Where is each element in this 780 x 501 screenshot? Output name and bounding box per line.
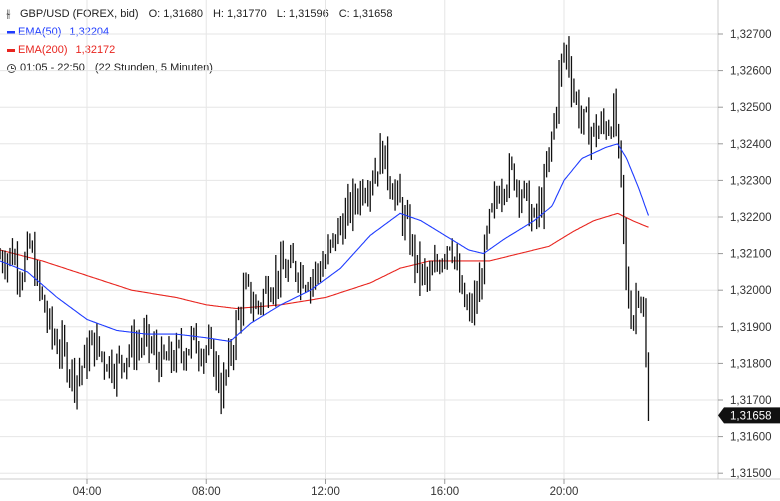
- y-tick-label: 1,31900: [730, 322, 772, 334]
- close-label: C:: [338, 8, 350, 20]
- high-label: H:: [212, 8, 224, 20]
- y-tick-label: 1,32400: [730, 139, 772, 151]
- y-tick-label: 1,31600: [730, 432, 772, 444]
- y-tick-label: 1,32600: [730, 66, 772, 78]
- y-tick-label: 1,32100: [730, 249, 772, 261]
- open-value: 1,31680: [163, 8, 203, 20]
- low-value: 1,31596: [288, 8, 329, 20]
- ema50-swatch: [7, 30, 15, 34]
- ema200-line: [0, 212, 649, 310]
- price-bars: [0, 36, 650, 421]
- ema50-line: [0, 143, 650, 342]
- y-tick-label: 1,32500: [730, 102, 772, 114]
- legend-ema200-row: EMA(200) 1,32172: [6, 41, 392, 59]
- x-tick-label: 16:00: [430, 486, 459, 498]
- ema50-label: EMA(50): [18, 26, 62, 38]
- instrument-name: GBP/USD (FOREX, bid): [20, 8, 139, 20]
- legend-instrument-row: ⫳ GBP/USD (FOREX, bid) O: 1,31680 H: 1,317…: [6, 5, 392, 23]
- close-value: 1,31658: [352, 8, 393, 20]
- y-tick-label: 1,31500: [730, 468, 772, 480]
- y-tick-label: 1,31700: [730, 395, 772, 407]
- open-label: O:: [148, 8, 161, 20]
- last-price-label: 1,31658: [730, 410, 772, 422]
- ema50-series: [0, 143, 650, 342]
- y-tick-label: 1,32200: [730, 212, 772, 224]
- ema50-value: 1,32204: [69, 26, 110, 38]
- legend-ema50-row: EMA(50) 1,32204: [6, 23, 392, 41]
- low-label: L:: [276, 8, 286, 20]
- last-price-marker: 1,31658: [718, 407, 780, 424]
- clock-icon: [7, 63, 16, 73]
- high-value: 1,31770: [226, 8, 267, 20]
- ema200-label: EMA(200): [18, 44, 68, 56]
- y-tick-label: 1,32000: [730, 285, 772, 297]
- x-tick-label: 20:00: [550, 486, 579, 498]
- bar-chart-icon: ⫳: [6, 8, 11, 20]
- x-tick-label: 12:00: [311, 486, 340, 498]
- x-tick-label: 08:00: [192, 486, 221, 498]
- y-tick-label: 1,31800: [730, 358, 772, 370]
- y-tick-label: 1,32700: [730, 29, 772, 41]
- ema200-series: [0, 212, 649, 310]
- ema200-swatch: [7, 48, 15, 52]
- x-tick-label: 04:00: [73, 486, 102, 498]
- chart-legend: ⫳ GBP/USD (FOREX, bid) O: 1,31680 H: 1,317…: [6, 5, 392, 77]
- y-tick-label: 1,32300: [730, 175, 772, 187]
- ema200-value: 1,32172: [75, 44, 116, 56]
- last-price-box: [718, 407, 780, 424]
- grid: [0, 0, 718, 479]
